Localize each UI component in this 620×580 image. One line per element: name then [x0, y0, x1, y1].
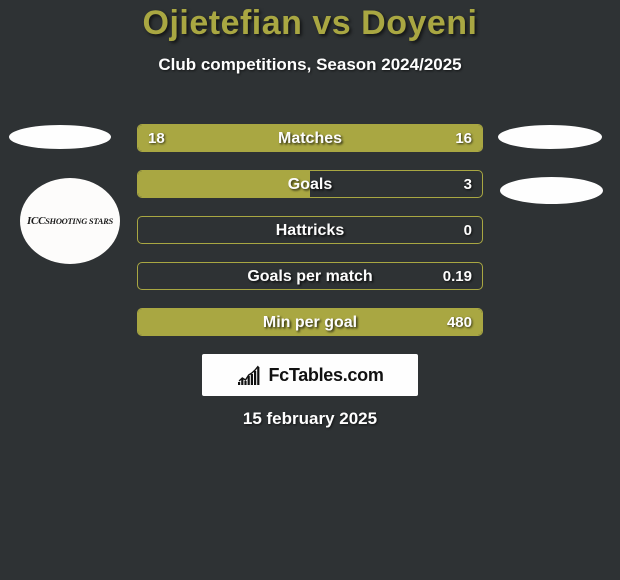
stat-metric-label: Hattricks [138, 217, 482, 244]
stat-bar-right-fill [138, 309, 482, 335]
stat-right-value: 0.19 [433, 263, 482, 290]
stat-left-value [138, 263, 158, 290]
stat-row: 0.19Goals per match [0, 262, 620, 290]
stat-bar-left-fill [138, 171, 310, 197]
stat-bar: 0Hattricks [137, 216, 483, 244]
stat-left-value: 18 [138, 125, 175, 152]
stat-row: 3Goals [0, 170, 620, 198]
stat-left-value [138, 309, 158, 336]
date-label: 15 february 2025 [0, 409, 620, 429]
page-title: Ojietefian vs Doyeni [0, 4, 620, 43]
site-logo[interactable]: FcTables.com [202, 354, 418, 396]
stat-bar: 0.19Goals per match [137, 262, 483, 290]
stat-bar: 3Goals [137, 170, 483, 198]
stat-bar-left-fill [138, 125, 482, 151]
stat-bar: 1816Matches [137, 124, 483, 152]
site-logo-text: FcTables.com [268, 365, 383, 386]
bar-chart-icon [236, 364, 262, 386]
stat-row: 0Hattricks [0, 216, 620, 244]
stat-right-value: 480 [437, 309, 482, 336]
comparison-card: Ojietefian vs Doyeni Club competitions, … [0, 0, 620, 580]
stat-row: 480Min per goal [0, 308, 620, 336]
stat-right-value: 3 [454, 171, 482, 198]
stat-row: 1816Matches [0, 124, 620, 152]
stat-left-value [138, 171, 158, 198]
stat-right-value: 16 [445, 125, 482, 152]
stat-bar: 480Min per goal [137, 308, 483, 336]
stat-right-value: 0 [454, 217, 482, 244]
subtitle: Club competitions, Season 2024/2025 [0, 55, 620, 75]
stat-metric-label: Goals per match [138, 263, 482, 290]
stat-left-value [138, 217, 158, 244]
